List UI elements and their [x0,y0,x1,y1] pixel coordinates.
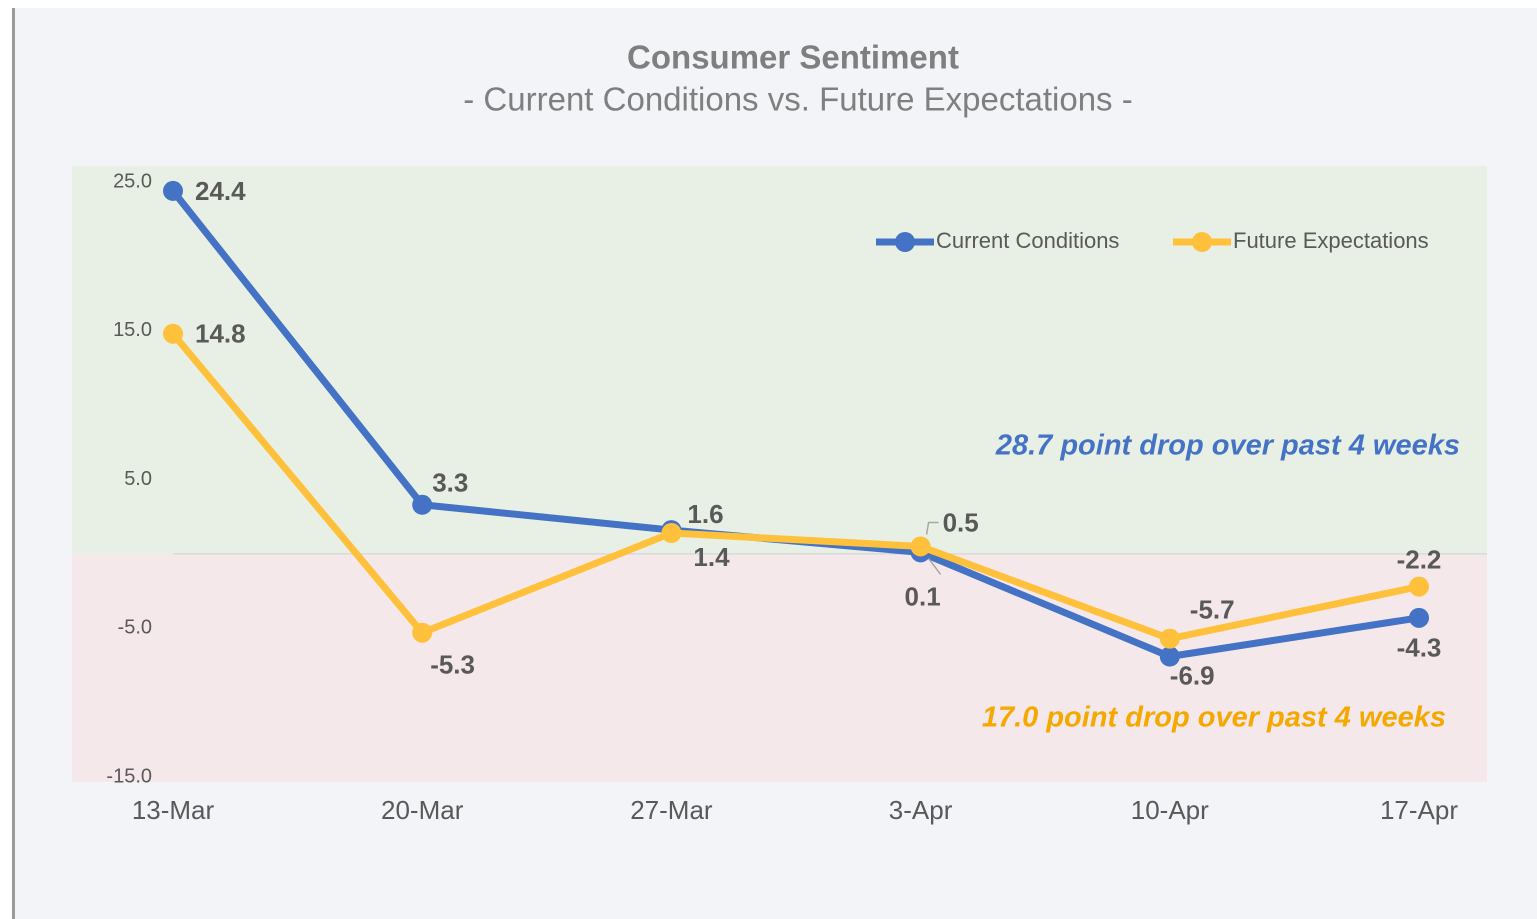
data-label: 1.4 [693,542,730,572]
shadow-edge [12,8,15,919]
legend-marker [1192,232,1212,252]
x-tick-label: 3-Apr [889,795,953,825]
annotation: 17.0 point drop over past 4 weeks [982,702,1446,734]
data-label: 0.5 [943,507,979,537]
data-point [163,323,183,344]
data-label: -5.7 [1190,595,1235,625]
data-label: 0.1 [905,581,941,611]
data-point [1159,628,1180,649]
chart-subtitle: - Current Conditions vs. Future Expectat… [463,81,1132,118]
y-tick-label: -5.0 [118,617,152,639]
data-point [1409,607,1429,628]
annotation: 28.7 point drop over past 4 weeks [995,430,1460,462]
legend-label: Future Expectations [1233,228,1429,253]
data-point [910,536,931,557]
data-label: -4.3 [1397,633,1442,663]
y-tick-label: 5.0 [124,468,152,490]
data-label: 14.8 [195,319,246,349]
data-label: 24.4 [195,176,246,206]
data-label: -6.9 [1170,660,1215,690]
data-point [163,180,183,201]
positive-zone [72,166,1487,554]
data-label: -2.2 [1397,544,1442,574]
data-point [412,494,433,515]
data-label: 3.3 [432,468,468,498]
x-tick-label: 17-Apr [1380,795,1458,825]
chart-title: Consumer Sentiment [627,39,959,76]
data-point [661,523,682,544]
x-tick-label: 13-Mar [132,795,215,825]
y-tick-label: 25.0 [113,170,152,192]
data-point [1409,576,1429,597]
y-tick-label: -15.0 [106,765,152,787]
data-label: 1.6 [687,499,723,529]
data-point [412,622,433,643]
x-tick-label: 20-Mar [381,795,464,825]
data-label: -5.3 [430,650,475,680]
data-point [1159,646,1180,667]
series-line [170,331,1420,643]
y-tick-label: 15.0 [113,319,152,341]
legend-label: Current Conditions [936,228,1119,253]
negative-zone [72,553,1487,782]
x-tick-label: 10-Apr [1131,795,1209,825]
leader-line [925,521,939,535]
leader-line [928,557,942,575]
x-tick-label: 27-Mar [630,795,713,825]
legend-marker [895,232,915,252]
